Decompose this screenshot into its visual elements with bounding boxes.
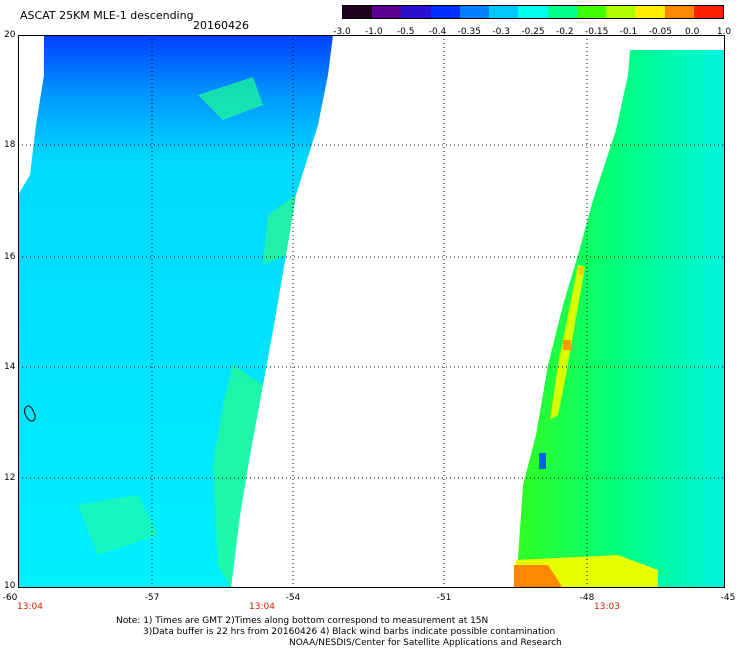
- colorbar-tick-label: -0.5: [396, 27, 415, 37]
- lat-label-20: 20: [4, 30, 16, 40]
- colorbar-segment: [664, 6, 694, 18]
- east-swath-bottom-orange: [514, 565, 563, 588]
- colorbar-tick-label: -0.2: [556, 27, 574, 37]
- lon-label-48: -48: [579, 593, 595, 603]
- lat-label-10: 10: [4, 581, 16, 591]
- colorbar-segment: [635, 6, 665, 18]
- west-swath-green-patch: [198, 77, 263, 120]
- time-label-west-2: 13:04: [249, 602, 275, 612]
- time-label-west-1: 13:04: [17, 602, 43, 612]
- colorbar-segment: [576, 6, 607, 18]
- colorbar: [342, 5, 724, 19]
- lon-label-51: -51: [436, 593, 452, 603]
- colorbar-tick-label: -0.1: [619, 27, 638, 37]
- lon-label-60: -60: [2, 593, 18, 603]
- west-swath: [18, 35, 333, 588]
- colorbar-segment: [430, 6, 460, 18]
- colorbar-tick-label: -0.35: [457, 27, 481, 37]
- colorbar-segment: [372, 6, 402, 18]
- lon-label-54: -54: [285, 593, 301, 603]
- west-swath-green-band-3: [78, 495, 158, 555]
- colorbar-tick-label: -3.0: [333, 27, 351, 37]
- east-swath: [516, 50, 725, 588]
- lon-label-57: -57: [144, 593, 160, 603]
- east-swath-orange-cell-2: [578, 267, 584, 275]
- colorbar-tick-label: -0.15: [585, 27, 609, 37]
- east-swath-blue-cell: [539, 453, 546, 469]
- lon-gridlines: [151, 35, 588, 588]
- west-swath-green-band-2: [263, 195, 296, 265]
- colorbar-segment: [518, 6, 548, 18]
- barbados-outline: [24, 405, 36, 422]
- lon-label-45: -45: [720, 593, 736, 603]
- map-date: 20160426: [193, 19, 249, 32]
- lat-label-14: 14: [4, 362, 16, 372]
- colorbar-tick-label: 0.0: [684, 27, 700, 37]
- west-swath-green-band: [213, 365, 263, 588]
- colorbar-segment: [401, 6, 431, 18]
- map-plot: [18, 35, 725, 588]
- colorbar-tick-label: -0.25: [521, 27, 545, 37]
- colorbar-tick-label: -0.4: [428, 27, 447, 37]
- colorbar-segment: [459, 6, 490, 18]
- lat-label-18: 18: [4, 140, 16, 150]
- colorbar-segment: [489, 6, 519, 18]
- colorbar-segment: [693, 6, 724, 18]
- footer-note-2: 3)Data buffer is 22 hrs from 20160426 4)…: [143, 627, 556, 637]
- map-title: ASCAT 25KM MLE-1 descending: [20, 9, 194, 22]
- time-label-east: 13:03: [594, 602, 620, 612]
- colorbar-segment: [343, 6, 373, 18]
- east-swath-orange-cell: [563, 340, 571, 350]
- lat-label-12: 12: [4, 473, 16, 483]
- colorbar-tick-label: -0.3: [492, 27, 510, 37]
- colorbar-tick-label: -0.05: [648, 27, 672, 37]
- colorbar-tick-label: 1.0: [716, 27, 732, 37]
- lat-label-16: 16: [4, 252, 16, 262]
- colorbar-segment: [606, 6, 636, 18]
- colorbar-segment: [547, 6, 577, 18]
- footer-note-1: Note: 1) Times are GMT 2)Times along bot…: [116, 616, 489, 626]
- footer-note-3: NOAA/NESDIS/Center for Satellite Applica…: [289, 638, 562, 648]
- colorbar-tick-label: -1.0: [365, 27, 383, 37]
- plot-frame: [18, 35, 725, 588]
